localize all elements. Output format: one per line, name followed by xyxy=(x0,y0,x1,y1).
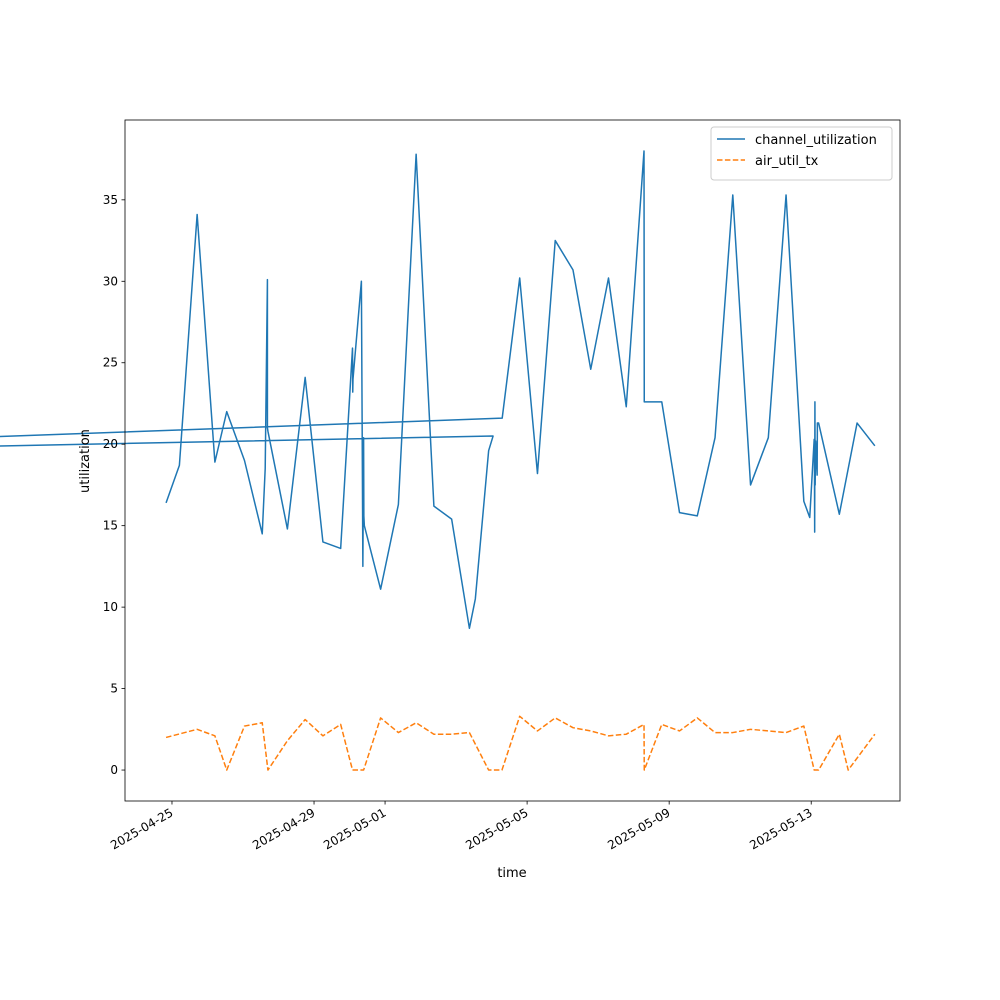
series-line-air-util-tx xyxy=(165,715,876,771)
y-tick-label: 0 xyxy=(110,763,118,777)
y-tick-label: 10 xyxy=(103,600,118,614)
y-axis-label: utilization xyxy=(78,429,93,493)
legend-label-channel-utilization: channel_utilization xyxy=(755,133,877,148)
plot-frame xyxy=(124,119,901,802)
y-tick-label: 35 xyxy=(103,193,118,207)
y-tick-label: 5 xyxy=(110,682,118,696)
y-tick-label: 25 xyxy=(103,356,118,370)
series-line-channel-utilization xyxy=(0,150,876,630)
legend: channel_utilization air_util_tx xyxy=(710,126,893,181)
plot-area xyxy=(0,150,876,771)
legend-box xyxy=(710,126,893,181)
y-tick-label: 30 xyxy=(103,274,118,288)
y-tick-label: 20 xyxy=(103,437,118,451)
x-axis-label: time xyxy=(497,866,526,881)
y-tick-label: 15 xyxy=(103,519,118,533)
legend-label-air-util-tx: air_util_tx xyxy=(755,154,819,169)
